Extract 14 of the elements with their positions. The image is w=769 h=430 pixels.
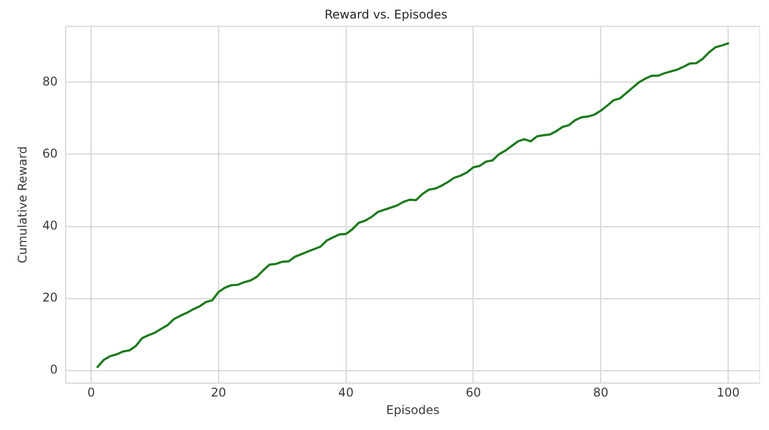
y-tick-label: 0 <box>50 362 58 377</box>
x-tick-label: 100 <box>716 386 740 400</box>
y-axis-title: Cumulative Reward <box>15 146 30 264</box>
chart-title: Reward vs. Episodes <box>324 7 448 22</box>
y-tick-label: 80 <box>42 74 58 88</box>
x-tick-label: 0 <box>87 386 95 400</box>
x-tick-label: 80 <box>593 386 608 400</box>
x-tick-label: 40 <box>338 386 354 400</box>
y-tick-label: 20 <box>42 290 58 305</box>
x-axis-title: Episodes <box>386 402 440 417</box>
y-tick-label: 40 <box>42 218 58 233</box>
x-tick-label: 60 <box>466 386 481 400</box>
x-tick-label: 20 <box>210 386 226 400</box>
y-tick-label: 60 <box>42 146 58 160</box>
